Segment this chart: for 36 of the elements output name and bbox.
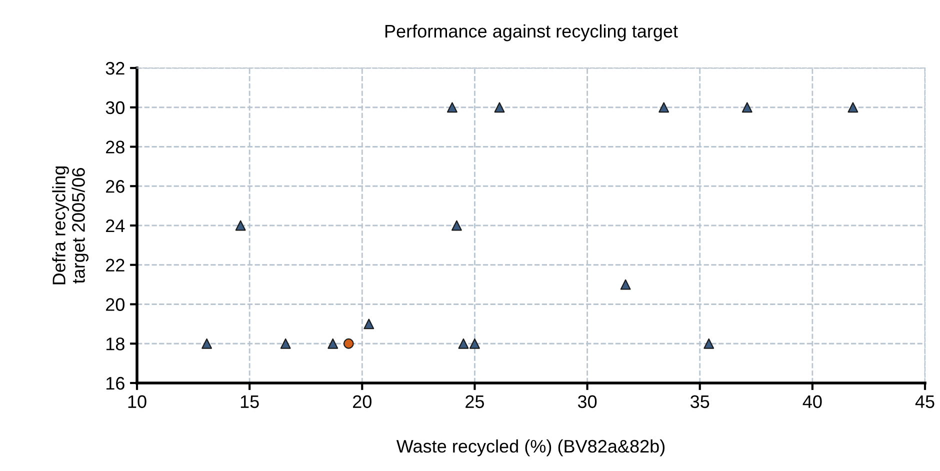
y-tick-label: 28 <box>106 140 124 154</box>
y-axis-title: Defra recycling target 2005/06 <box>52 166 88 284</box>
point <box>364 318 374 330</box>
point <box>446 102 458 113</box>
x-tick-label: 25 <box>466 395 484 408</box>
x-tick-label: 45 <box>915 395 934 408</box>
y-tick-label: 16 <box>106 376 124 390</box>
y-tick-label: 30 <box>106 101 124 114</box>
point <box>328 338 338 349</box>
y-tick-label: 32 <box>106 62 124 75</box>
y-tick-label: 24 <box>106 219 125 232</box>
x-tick-label: 20 <box>353 395 372 408</box>
y-tick-label: 20 <box>106 298 124 311</box>
x-tick-label: 40 <box>802 395 822 408</box>
y-tick-label: 22 <box>106 258 124 272</box>
point <box>742 102 752 113</box>
point <box>704 338 714 349</box>
point <box>458 338 469 349</box>
chart-title: Performance against recycling target <box>385 24 678 42</box>
x-tick-label: 35 <box>690 395 710 408</box>
x-tick-label: 10 <box>128 395 146 408</box>
point <box>470 338 480 349</box>
point <box>848 102 858 113</box>
x-tick-label: 15 <box>240 395 259 408</box>
point <box>343 338 354 349</box>
x-axis-title: Waste recycled (%) (BV82a&82b) <box>396 439 665 456</box>
y-tick-label: 18 <box>106 338 124 350</box>
point <box>620 279 631 290</box>
point <box>235 220 246 231</box>
x-tick-label: 30 <box>578 395 597 408</box>
point <box>658 102 670 113</box>
point <box>280 338 291 349</box>
y-tick-label: 26 <box>106 180 124 193</box>
point <box>451 220 462 231</box>
point <box>494 102 505 113</box>
point <box>202 338 212 349</box>
